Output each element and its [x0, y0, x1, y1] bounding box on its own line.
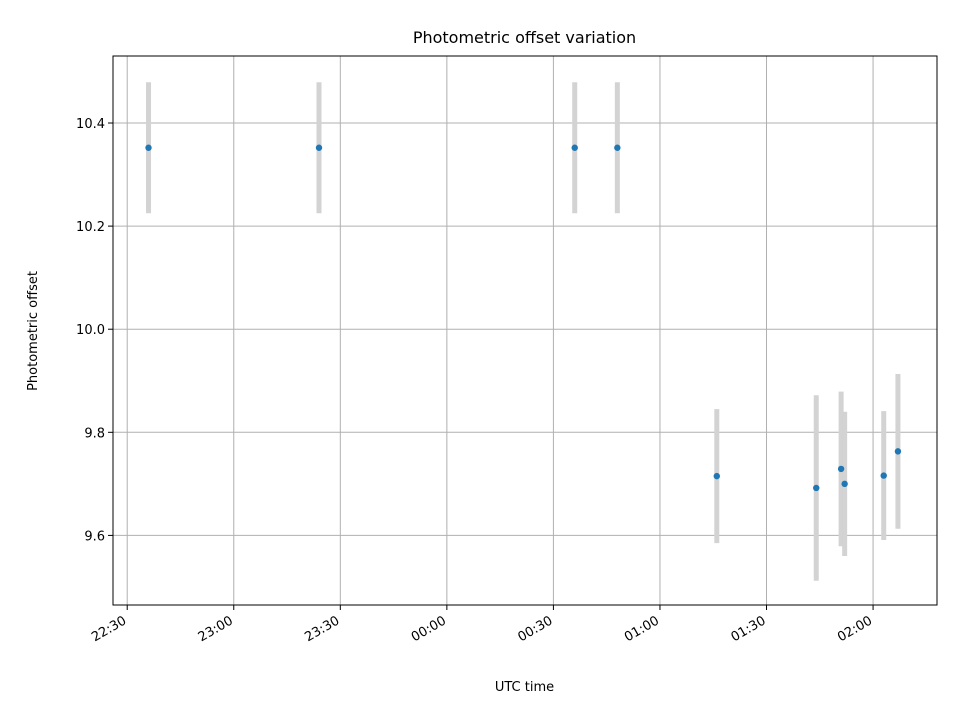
x-tick-label: 02:00 [835, 613, 875, 645]
data-point [841, 480, 848, 488]
data-point [145, 144, 152, 151]
x-tick-label: 22:30 [89, 613, 129, 645]
data-point [614, 144, 621, 151]
data-point [894, 448, 902, 455]
data-point [713, 472, 720, 480]
error-bars [146, 82, 901, 581]
data-point [837, 465, 845, 473]
data-point [813, 484, 820, 492]
x-tick-label: 01:30 [729, 613, 769, 645]
y-axis-label: Photometric offset [26, 271, 41, 391]
y-tick-label: 10.0 [76, 323, 105, 338]
y-tick-label: 10.4 [76, 117, 105, 132]
x-axis-ticks: 22:30 23:00 23:30 00:00 00:30 01:00 01:30 02:00 [89, 605, 875, 645]
x-tick-label: 23:30 [302, 613, 342, 645]
data-point [571, 144, 578, 151]
y-axis-ticks: 9.6 9.8 10.0 10.2 10.4 [76, 117, 113, 544]
x-tick-label: 01:00 [622, 613, 662, 645]
data-points [145, 144, 902, 492]
grid [113, 56, 937, 605]
y-tick-label: 10.2 [76, 220, 105, 235]
chart-title: Photometric offset variation [413, 28, 636, 47]
x-tick-label: 23:00 [196, 613, 236, 645]
x-tick-label: 00:00 [409, 613, 449, 645]
x-tick-label: 00:30 [515, 613, 555, 645]
y-tick-label: 9.8 [84, 426, 105, 441]
y-tick-label: 9.6 [84, 529, 105, 544]
plot-frame [112, 55, 938, 606]
data-point [315, 144, 323, 151]
x-axis-label: UTC time [495, 680, 554, 695]
data-point [880, 472, 887, 479]
